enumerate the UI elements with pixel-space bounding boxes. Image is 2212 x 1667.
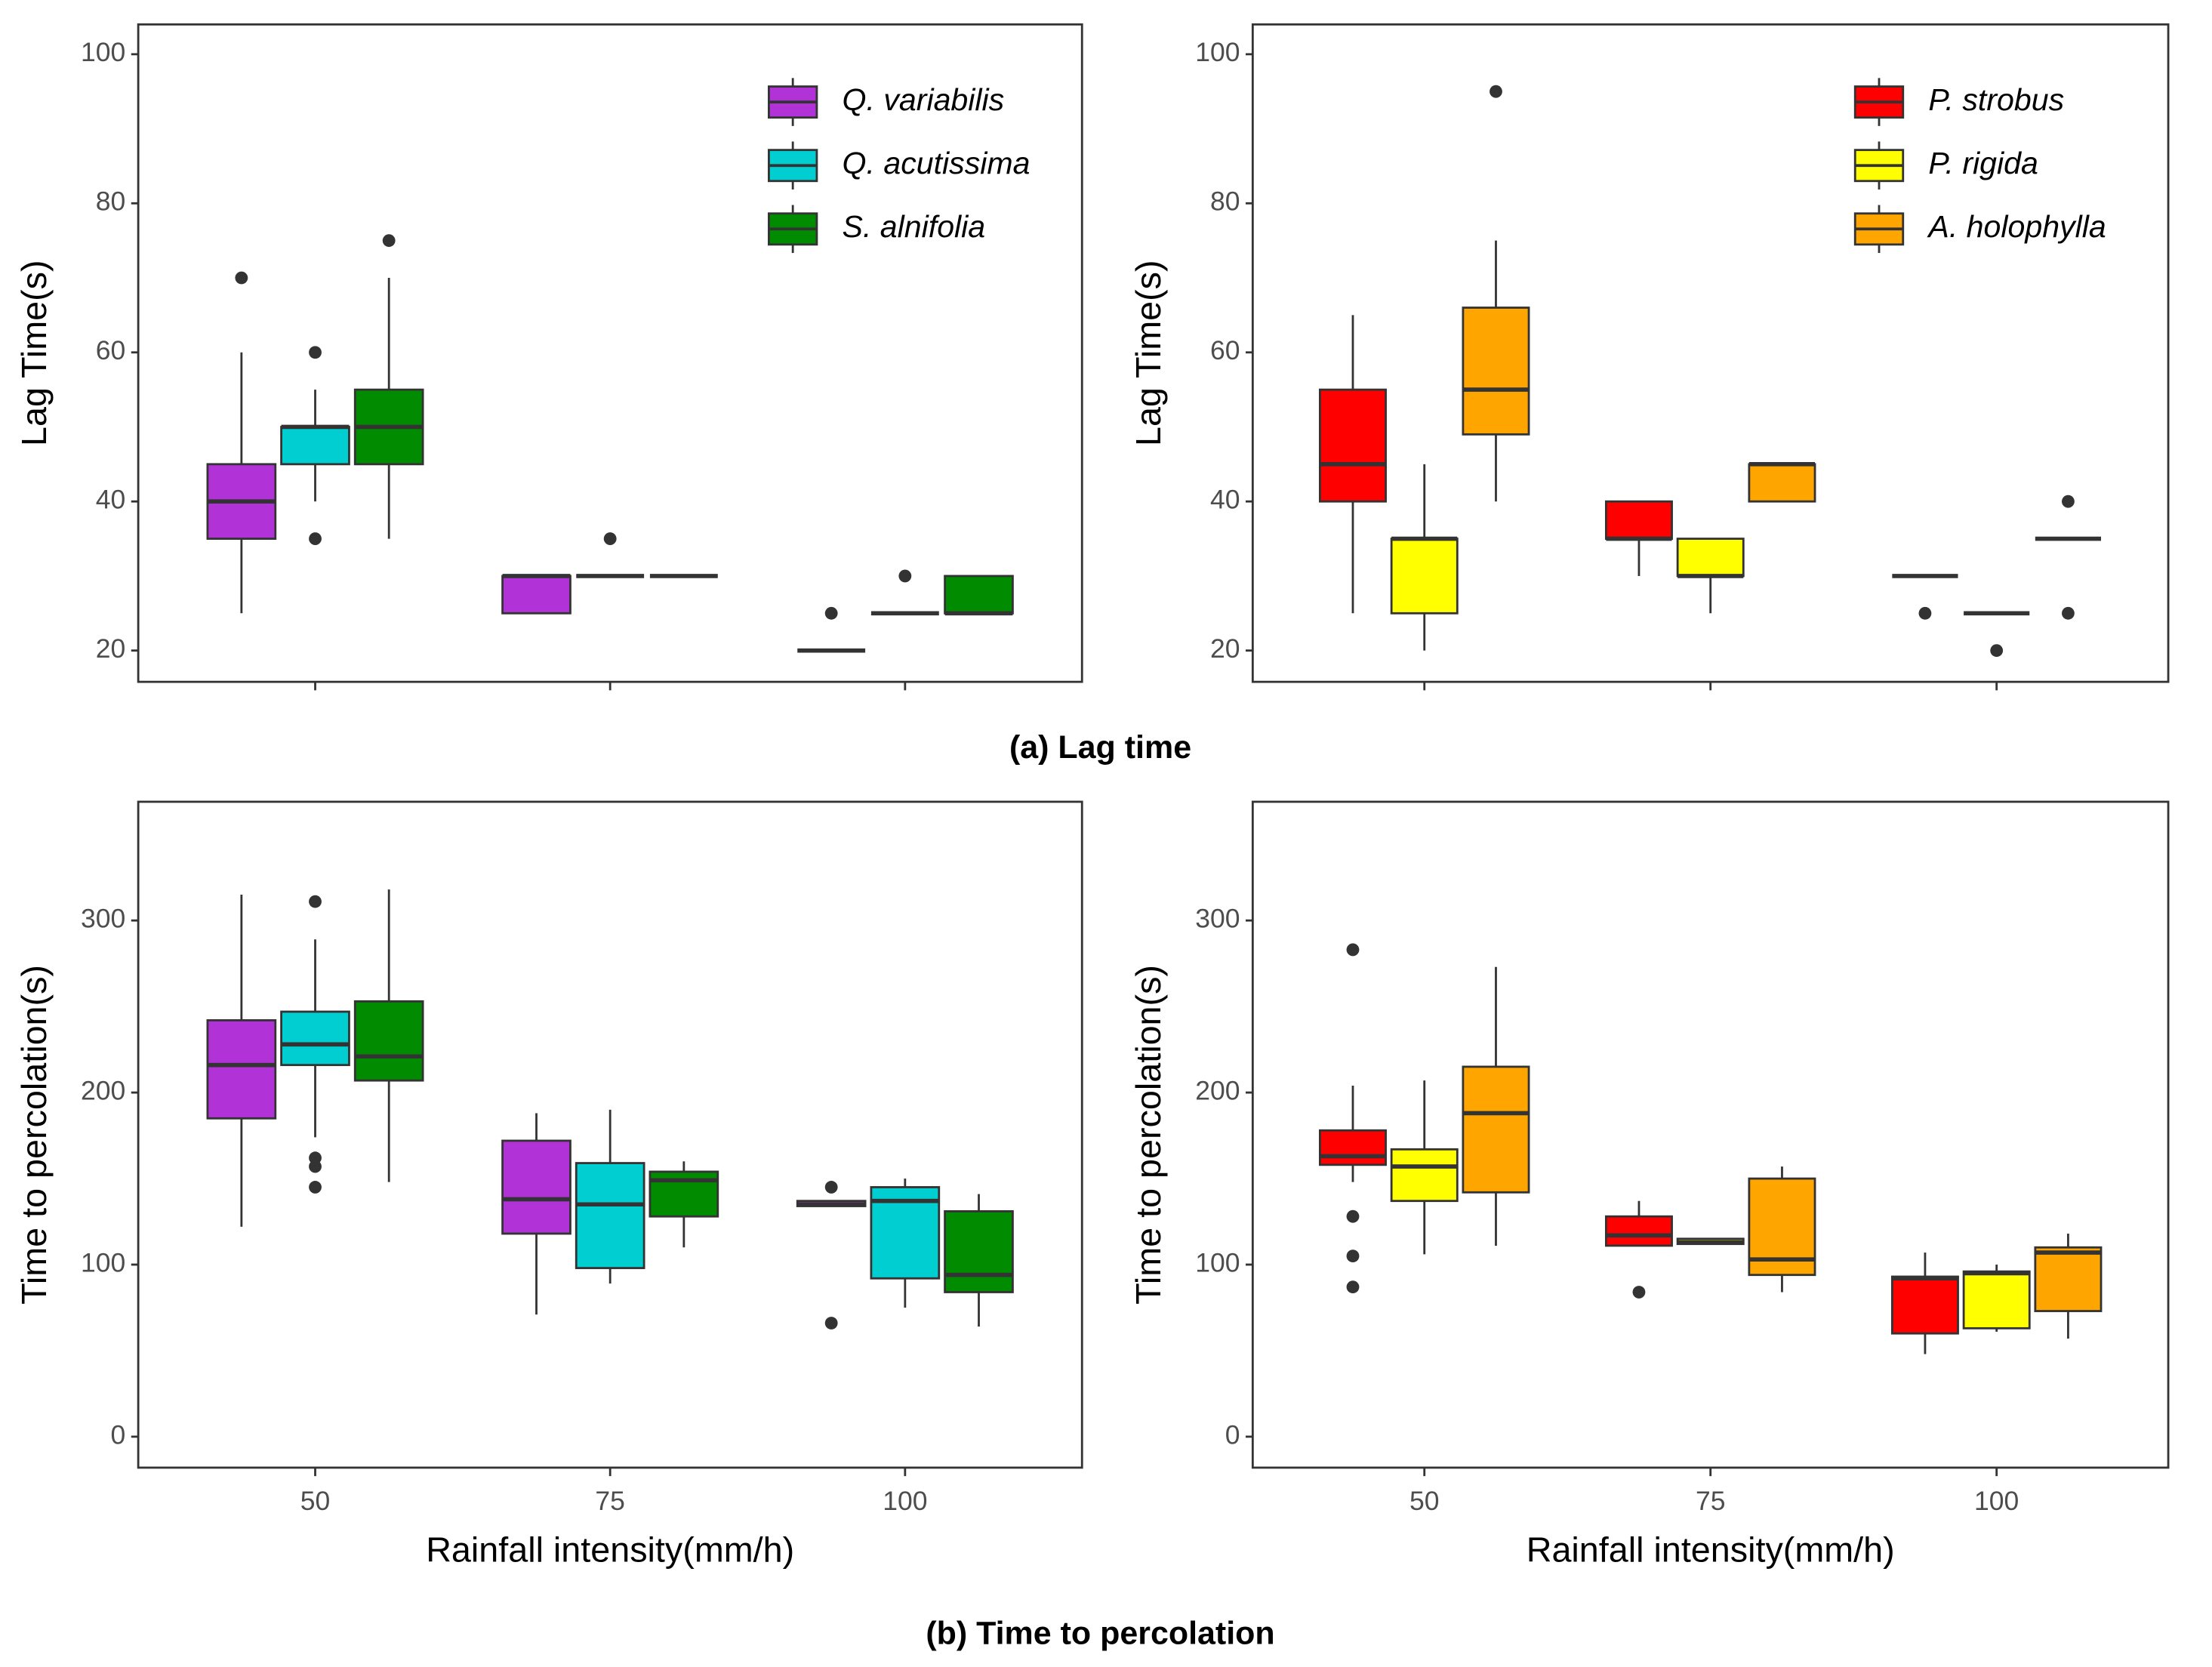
y-tick-label: 100 [81, 1247, 125, 1277]
outlier [1490, 85, 1502, 98]
legend-label: Q. variabilis [843, 82, 1005, 117]
y-axis-title: Lag Time(s) [1129, 260, 1168, 446]
box [1890, 1275, 1959, 1335]
box [944, 1209, 1014, 1293]
outlier [235, 271, 248, 285]
x-axis-title: Rainfall intensity(mm/h) [426, 1530, 794, 1569]
outlier [824, 1181, 838, 1194]
box [280, 1010, 350, 1067]
x-axis-title: Rainfall intensity(mm/h) [1527, 1530, 1895, 1569]
x-tick-label: 50 [300, 1486, 331, 1516]
box [1318, 388, 1387, 503]
y-tick-label: 200 [81, 1075, 125, 1105]
box [1748, 463, 1816, 503]
y-tick-label: 20 [1210, 633, 1240, 664]
y-tick-label: 80 [96, 186, 126, 217]
outlier [603, 532, 617, 545]
plot-frame [1251, 800, 2170, 1469]
box [575, 1162, 645, 1269]
outlier [2062, 606, 2075, 620]
box [1318, 1129, 1387, 1166]
x-tick-label: 100 [1974, 1486, 2019, 1516]
y-tick-label: 100 [1195, 37, 1240, 67]
legend-label: Q. acutissima [843, 146, 1031, 180]
outlier [309, 895, 322, 908]
outlier [1990, 644, 2004, 658]
y-axis-title: Time to percolation(s) [14, 965, 54, 1305]
x-tick-label: 100 [883, 1486, 927, 1516]
y-axis-title: Time to percolation(s) [1129, 965, 1168, 1305]
y-tick-label: 60 [1210, 335, 1240, 365]
caption: (a) Lag time [1009, 729, 1191, 766]
plot-frame [137, 23, 1083, 683]
y-tick-label: 20 [96, 633, 126, 664]
y-tick-label: 100 [1195, 1247, 1240, 1277]
outlier [309, 1160, 322, 1173]
x-tick-label: 75 [1696, 1486, 1726, 1516]
y-tick-label: 60 [96, 335, 126, 365]
outlier [309, 1181, 322, 1194]
box [1604, 1215, 1673, 1247]
outlier [1346, 1249, 1360, 1263]
box [1462, 307, 1530, 436]
y-tick-label: 0 [111, 1419, 126, 1450]
y-tick-label: 40 [1210, 485, 1240, 515]
box [2034, 1246, 2103, 1312]
x-tick-label: 75 [595, 1486, 625, 1516]
box [353, 1000, 424, 1082]
box [1676, 538, 1745, 578]
box [1462, 1065, 1530, 1194]
outlier [1346, 943, 1360, 957]
outlier [1918, 606, 1932, 620]
y-tick-label: 80 [1210, 186, 1240, 217]
box [944, 575, 1014, 615]
box [501, 1139, 571, 1235]
box [501, 575, 571, 615]
y-tick-label: 0 [1225, 1419, 1240, 1450]
outlier [1346, 1209, 1360, 1223]
outlier [1346, 1280, 1360, 1294]
outlier [2062, 495, 2075, 508]
x-tick-label: 50 [1409, 1486, 1440, 1516]
outlier [1632, 1286, 1646, 1299]
caption: (b) Time to percolation [926, 1616, 1274, 1652]
y-tick-label: 100 [81, 37, 125, 67]
box [1390, 1148, 1459, 1203]
outlier [824, 606, 838, 620]
box [206, 1018, 277, 1120]
box [1604, 500, 1673, 540]
legend-label: A. holophylla [1926, 209, 2106, 244]
outlier [898, 569, 912, 583]
outlier [382, 234, 396, 248]
legend-label: S. alnifolia [843, 209, 986, 244]
box [280, 426, 350, 466]
y-tick-label: 40 [96, 485, 126, 515]
legend-label: P. strobus [1928, 82, 2064, 117]
y-tick-label: 300 [81, 904, 125, 934]
outlier [309, 532, 322, 545]
y-tick-label: 300 [1195, 904, 1240, 934]
y-tick-label: 200 [1195, 1075, 1240, 1105]
box [1962, 1270, 2031, 1330]
outlier [309, 346, 322, 359]
outlier [824, 1317, 838, 1330]
legend-label: P. rigida [1928, 146, 2038, 180]
box [1390, 538, 1459, 615]
y-axis-title: Lag Time(s) [14, 260, 54, 446]
